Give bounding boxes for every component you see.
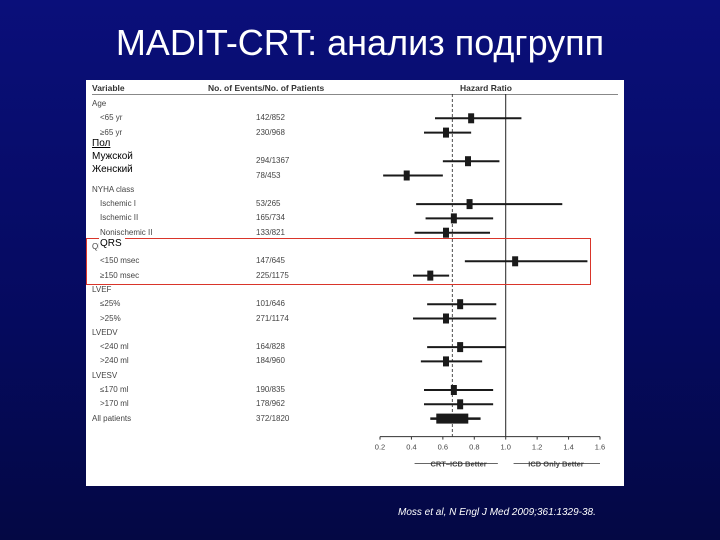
qrs-overlay-label: QRS [99,238,125,249]
row-events: 184/960 [256,356,285,366]
row-label: <150 msec [100,256,140,266]
hr-marker [457,399,464,410]
qrs-highlight-box [86,238,591,285]
sex-overlay: Пол Мужской Женский [92,137,178,178]
row-events: 190/835 [256,385,285,394]
hr-marker [512,256,519,267]
row-events: 147/645 [256,256,285,266]
row-label: Ischemic II [100,213,139,223]
row-label: LVESV [92,370,118,380]
row-label: Age [92,99,107,108]
row-label: LVEDV [92,327,118,337]
col-header-variable: Variable [92,83,125,93]
x-tick-label: 0.2 [375,443,385,452]
x-tick-label: 0.6 [438,443,448,452]
row-events: 178/962 [256,399,285,409]
row-label: ≤170 ml [100,385,129,394]
x-tick-label: 1.0 [500,443,510,452]
slide-title: MADIT-CRT: анализ подгрупп [115,22,605,63]
left-direction-label: CRT–ICD Better [430,460,486,469]
row-label: >170 ml [100,399,129,409]
row-label: ≥150 msec [100,270,140,280]
hr-marker [443,356,449,367]
row-label: ≤25% [100,299,121,309]
sex-overlay-male: Мужской [92,151,133,162]
hr-marker [468,113,475,124]
x-tick-label: 1.6 [595,443,605,452]
hr-marker [443,127,449,138]
row-events: 294/1367 [256,156,290,166]
hr-marker [450,385,457,395]
row-label: Ischemic I [100,199,137,209]
col-header-hr: Hazard Ratio [460,83,512,93]
hr-marker [450,213,457,224]
hr-marker [427,270,434,281]
row-events: 101/646 [256,299,285,309]
right-direction-label: ICD Only Better [528,460,584,469]
x-tick-label: 1.2 [532,443,542,452]
row-events: 53/265 [256,199,281,209]
x-tick-label: 1.4 [563,443,573,452]
row-events: 78/453 [256,170,281,180]
row-events: 133/821 [256,227,285,237]
hr-marker [403,170,410,181]
hr-marker [466,199,473,210]
row-label: All patients [92,413,132,423]
header-divider [92,94,618,95]
row-events: 271/1174 [256,313,289,323]
row-label: >25% [100,313,121,323]
sex-overlay-female: Женский [92,164,133,175]
hr-marker [443,227,449,238]
hr-marker [443,313,449,324]
row-events: 372/1820 [256,413,290,423]
hr-marker [465,156,471,167]
row-label: <65 yr [100,113,123,123]
x-tick-label: 0.4 [406,443,416,452]
forest-plot-svg: 0.2 0.4 0.6 0.8 1.0 1.2 1.4 1.6 CRT–ICD Better IC… [375,94,605,469]
overall-marker [436,413,469,424]
row-events: 142/852 [256,113,285,123]
citation: Moss et al, N Engl J Med 2009;361:1329-3… [398,507,596,518]
col-header-events: No. of Events/No. of Patients [208,83,325,93]
row-events: 165/734 [256,213,285,223]
row-label: LVEF [92,284,112,294]
x-tick-label: 0.8 [469,443,479,452]
sex-overlay-title: Пол [92,138,111,149]
hr-marker [457,342,464,353]
row-label: >240 ml [100,356,129,366]
row-label: Nonischemic II [100,227,153,237]
row-label: ≥65 yr [100,127,123,137]
row-events: 230/968 [256,127,285,137]
hr-marker [457,299,464,310]
row-events: 225/1175 [256,270,289,280]
row-label: NYHA class [92,184,135,194]
row-events: 164/828 [256,342,285,352]
row-label: <240 ml [100,342,129,352]
